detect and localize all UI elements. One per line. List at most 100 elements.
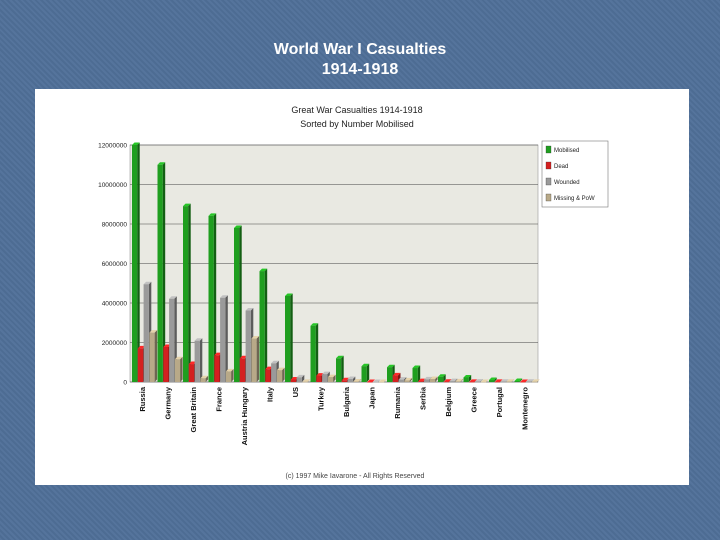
bar-top [290, 377, 299, 380]
bar [469, 379, 477, 383]
bar-side [525, 379, 528, 382]
bar-top [174, 356, 183, 360]
bar-front [418, 381, 424, 382]
bar-top [404, 377, 413, 381]
bar-side [307, 379, 311, 382]
slide-title: World War I Casualties 1914-1918 [0, 40, 720, 80]
bar-top [392, 372, 401, 376]
bar-front [251, 338, 257, 382]
bar-side [225, 295, 228, 382]
bar-side [366, 363, 370, 382]
bar [302, 379, 311, 383]
bar-front [506, 381, 512, 383]
bar-front [276, 370, 283, 382]
bar [174, 356, 183, 382]
legend-swatch [545, 193, 552, 202]
bar [220, 295, 228, 382]
bar-front [271, 363, 277, 382]
bar-top [271, 360, 279, 364]
bar-top [412, 365, 421, 369]
bar-side [213, 213, 217, 382]
bar [526, 379, 534, 383]
bar-top [157, 162, 166, 165]
bar-front [480, 381, 487, 383]
bar-top [265, 366, 273, 370]
bar-front [463, 377, 469, 382]
bar-front [194, 340, 200, 382]
bar-front [163, 346, 169, 382]
bar [194, 338, 203, 382]
bar-top [296, 374, 305, 378]
bar-top [259, 268, 268, 272]
bar [438, 374, 446, 382]
bar-side [137, 142, 140, 382]
bar-side [282, 367, 285, 382]
bar-side [315, 323, 319, 382]
chart-footer: (c) 1997 Mike Iavarone - All Rights Rese… [286, 473, 425, 480]
legend-label: Mobilised [554, 148, 579, 154]
bar [183, 203, 191, 382]
bar-front [143, 284, 149, 382]
bar-front [443, 381, 449, 383]
bar-front [200, 378, 206, 382]
x-tick-label: Japan [367, 387, 376, 409]
bar [296, 374, 305, 382]
bar-top [132, 142, 140, 145]
bar-top [361, 363, 370, 367]
bar-side [231, 368, 234, 382]
bar [373, 379, 381, 383]
bar-front [475, 381, 481, 383]
bar-side [162, 162, 166, 382]
bar-front [361, 366, 367, 382]
bar-top [245, 308, 254, 311]
bar-top [449, 378, 458, 382]
bar-top [169, 296, 177, 299]
x-tick-label: Belgium [444, 387, 453, 417]
bar-front [336, 358, 342, 382]
bar-front [520, 381, 526, 383]
bar-side [486, 379, 489, 382]
bar-top [208, 213, 217, 216]
bar-front [429, 378, 436, 382]
y-tick-label: 4000000 [102, 301, 128, 308]
bar-front [494, 381, 500, 383]
bar-front [469, 381, 475, 383]
bar-top [494, 379, 503, 382]
bar-side [460, 378, 464, 382]
bar-side [435, 376, 438, 382]
bar [367, 379, 375, 383]
bar-top [285, 293, 293, 296]
legend-box [541, 140, 609, 208]
bar-top [367, 379, 375, 382]
bar-top [378, 379, 387, 382]
bar-front [367, 381, 373, 383]
bar-side [372, 379, 375, 382]
bar [327, 374, 336, 382]
bar-side [301, 374, 305, 382]
bar-side [352, 376, 356, 382]
bar-top [475, 379, 483, 382]
bar-top [520, 379, 528, 382]
bar-side [537, 379, 540, 382]
bar-side [474, 379, 477, 382]
bar-top [239, 355, 248, 359]
bar-top [276, 367, 285, 371]
bar-side [333, 374, 336, 382]
bar-top [234, 225, 242, 228]
bar-top [302, 379, 311, 382]
chart-subtitle: Sorted by Number Mobilised [300, 119, 414, 129]
bar [500, 379, 509, 383]
bar-front [149, 332, 155, 382]
bar [285, 293, 293, 382]
bar-side [494, 377, 497, 382]
x-tick-label: Italy [265, 386, 274, 402]
bar-top [183, 203, 191, 207]
bar [310, 323, 319, 382]
bar [494, 379, 503, 383]
bar-side [505, 379, 509, 382]
bar-side [480, 379, 483, 382]
bar-top [327, 374, 336, 378]
x-tick-label: Russia [138, 386, 147, 411]
bar-front [174, 359, 181, 382]
bar-front [132, 145, 138, 382]
